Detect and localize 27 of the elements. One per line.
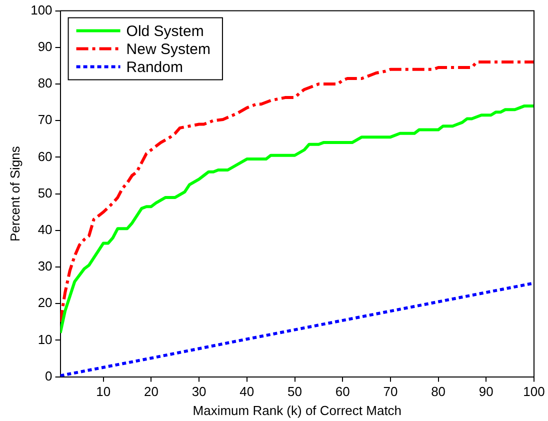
y-tick-label: 50 — [38, 185, 52, 200]
y-tick-label: 20 — [38, 295, 52, 310]
legend-label: Random — [126, 58, 183, 76]
y-tick-label: 0 — [45, 368, 52, 384]
x-tick-label: 60 — [335, 384, 350, 400]
y-tick-label: 90 — [38, 38, 52, 54]
y-tick-label: 80 — [38, 76, 52, 91]
y-tick-label: 60 — [38, 148, 52, 164]
x-tick-label: 10 — [96, 384, 111, 400]
legend-label: Old System — [126, 22, 204, 40]
y-tick-label: 10 — [38, 332, 52, 347]
x-tick-label: 70 — [383, 384, 398, 400]
x-axis-title: Maximum Rank (k) of Correct Match — [192, 402, 402, 418]
y-axis-title: Percent of Signs — [7, 146, 22, 242]
y-tick-label: 70 — [38, 112, 52, 128]
line-series — [60, 60, 534, 324]
legend-label: New System — [126, 40, 210, 58]
x-tick-label: 50 — [288, 384, 302, 400]
x-tick-label: 30 — [192, 384, 206, 400]
x-tick-label: 80 — [431, 384, 446, 400]
y-tick-label: 100 — [30, 2, 52, 18]
x-tick-label: 100 — [523, 384, 545, 400]
y-tick-label: 30 — [38, 258, 52, 274]
x-tick-label: 20 — [144, 384, 158, 400]
x-tick-label: 90 — [478, 384, 494, 400]
x-tick-label: 40 — [240, 384, 254, 400]
y-tick-label: 40 — [38, 222, 52, 237]
